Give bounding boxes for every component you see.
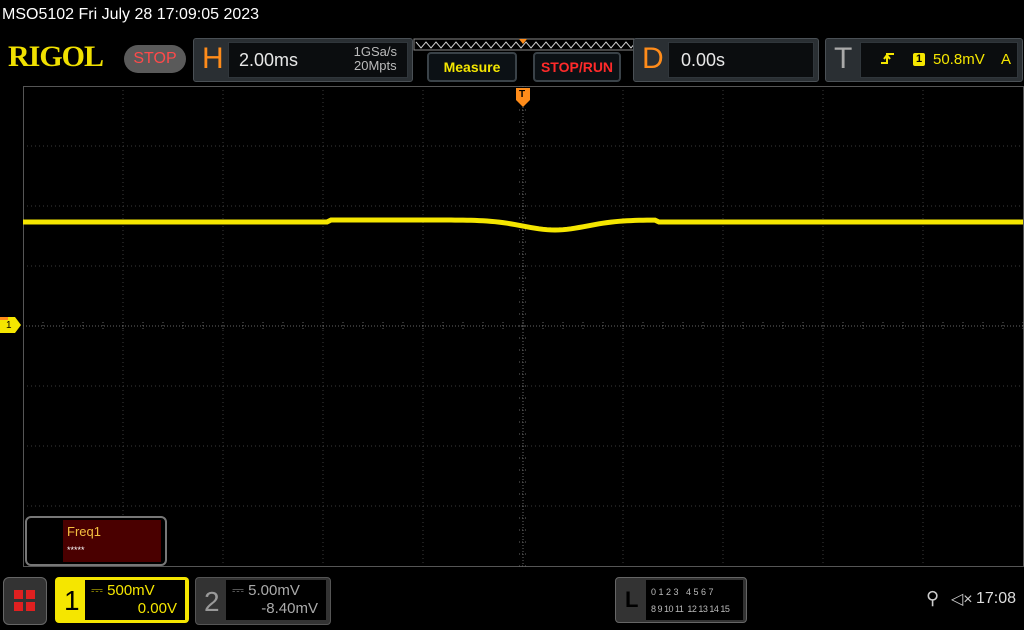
acquisition-info: 1GSa/s 20Mpts — [354, 45, 397, 73]
measurement-name: Freq1 — [67, 524, 101, 539]
window-title: MSO5102 Fri July 28 17:09:05 2023 — [2, 6, 260, 23]
channel1-offset-marker[interactable]: 1 — [0, 317, 22, 333]
dc-coupling-icon: ⎓ — [91, 582, 108, 599]
trigger-label: T — [834, 42, 853, 75]
trigger-level: 50.8mV — [933, 51, 985, 68]
channel1-number: 1 — [64, 585, 80, 616]
channel2-offset: -8.40mV — [261, 600, 318, 617]
rigol-logo: RIGOL — [8, 40, 104, 73]
channel1-trace — [23, 217, 1023, 233]
speaker-muted-icon[interactable]: ◁× — [951, 591, 973, 608]
navigation-menu-button[interactable] — [3, 577, 47, 625]
stop-run-button[interactable]: STOP/RUN — [533, 52, 621, 82]
measure-button[interactable]: Measure — [427, 52, 517, 82]
logic-channels-row2: 8 9 10 11 12 13 14 15 — [651, 604, 730, 614]
trigger-position-marker[interactable]: T — [516, 88, 530, 108]
clock: 17:08 — [976, 590, 1017, 607]
horizontal-panel[interactable]: H 2.00ms 1GSa/s 20Mpts — [193, 38, 413, 82]
delay-value: 0.00s — [681, 50, 726, 70]
channel1-scale: ⎓ 500mV — [91, 582, 155, 599]
waveform-display[interactable] — [23, 86, 1024, 568]
logic-channels-row1: 0 1 2 3 4 5 6 7 — [651, 587, 714, 597]
trigger-source-badge: 1 — [913, 53, 925, 66]
grid-menu-icon — [14, 590, 35, 611]
sample-rate: 1GSa/s — [353, 44, 397, 59]
usb-icon: ⚲ — [926, 588, 940, 608]
channel1-scale-value: 500mV — [107, 582, 155, 599]
measurement-freq1[interactable]: Freq1 ***** — [25, 516, 167, 566]
logic-label: L — [625, 587, 639, 612]
horizontal-label: H — [202, 42, 224, 75]
timebase-value: 2.00ms — [239, 50, 299, 70]
channel1-offset: 0.00V — [137, 600, 177, 617]
channel2-panel[interactable]: 2 ⎓ 5.00mV -8.40mV — [195, 577, 331, 625]
run-state-badge[interactable]: STOP — [124, 45, 186, 73]
trigger-position-marker — [519, 39, 527, 44]
channel2-scale: ⎓ 5.00mV — [232, 582, 300, 599]
delay-panel[interactable]: D 0.00s — [633, 38, 819, 82]
delay-label: D — [642, 42, 664, 75]
memory-depth: 20Mpts — [354, 58, 397, 73]
memory-overview-bar — [413, 38, 635, 51]
channel2-scale-value: 5.00mV — [248, 582, 300, 599]
channel1-panel[interactable]: 1 ⎓ 500mV 0.00V — [55, 577, 189, 623]
logic-panel[interactable]: L 0 1 2 3 4 5 6 7 8 9 10 11 12 13 14 15 — [615, 577, 747, 623]
channel2-number: 2 — [204, 586, 220, 617]
dc-coupling-icon: ⎓ — [232, 582, 249, 599]
trigger-mode: A — [1001, 51, 1012, 68]
channel-marker-label: 1 — [6, 320, 12, 331]
trigger-marker-label: T — [519, 89, 526, 100]
measurement-value: ***** — [67, 545, 85, 555]
rising-edge-icon — [881, 53, 894, 64]
trigger-panel[interactable]: T 1 50.8mV A — [825, 38, 1023, 82]
